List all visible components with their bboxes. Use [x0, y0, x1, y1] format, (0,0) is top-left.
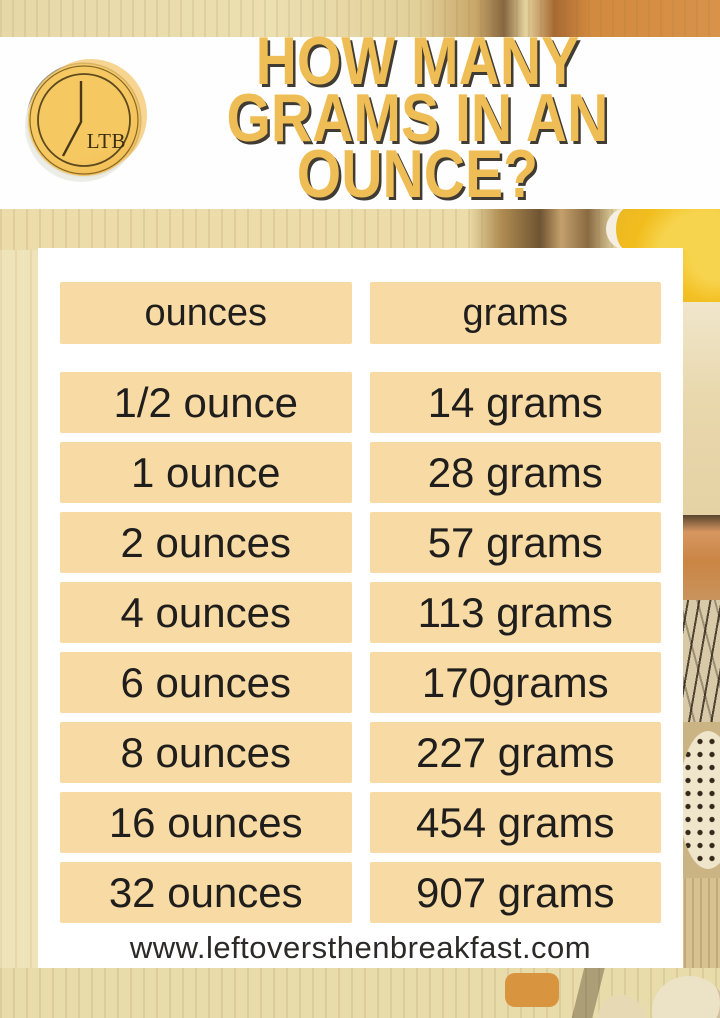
table-cell: 1 ounce	[60, 442, 352, 503]
page-title: HOW MANY GRAMS IN AN OUNCE?	[186, 23, 673, 213]
table-header: ounces grams	[60, 282, 661, 344]
conversion-card: ounces grams 1/2 ounce 14 grams 1 ounce 28 …	[38, 248, 683, 968]
table-cell: 14 grams	[369, 372, 661, 433]
logo-monogram: LTB	[86, 129, 126, 153]
honey-jar-photo	[676, 515, 720, 600]
table-row: 6 ounces 170grams	[60, 652, 661, 713]
kitchen-photo-strip	[676, 250, 720, 968]
table-cell: 6 ounces	[60, 652, 352, 713]
website-url: www.leftoversthenbreakfast.com	[129, 930, 592, 965]
wood-mid-strip	[0, 208, 720, 250]
table-cell: 1/2 ounce	[60, 372, 352, 433]
table-row: 1 ounce 28 grams	[60, 442, 661, 503]
column-header-ounces: ounces	[60, 282, 352, 344]
table-row: 1/2 ounce 14 grams	[60, 372, 661, 433]
title-line: GRAMS IN AN	[226, 79, 609, 156]
table-body: 1/2 ounce 14 grams 1 ounce 28 grams 2 ounces…	[60, 372, 661, 923]
table-row: 32 ounces 907 grams	[60, 862, 661, 923]
table-row: 2 ounces 57 grams	[60, 512, 661, 573]
wood-streaks	[468, 208, 618, 250]
table-row: 8 ounces 227 grams	[60, 722, 661, 783]
wooden-spoon-photo	[589, 987, 657, 1018]
table-cell: 32 ounces	[60, 862, 352, 923]
title-line: OUNCE?	[296, 136, 538, 213]
table-cell: 907 grams	[369, 862, 661, 923]
title-line: HOW MANY	[255, 23, 580, 100]
table-cell: 113 grams	[369, 582, 661, 643]
wooden-spoons-photo	[676, 878, 720, 968]
orange-object-photo	[505, 973, 559, 1007]
table-cell: 454 grams	[369, 792, 661, 853]
ltb-logo: LTB	[28, 64, 140, 176]
table-row: 4 ounces 113 grams	[60, 582, 661, 643]
egg-yolk-photo	[676, 250, 720, 302]
egg-yolk-photo	[606, 208, 720, 250]
table-row: 16 ounces 454 grams	[60, 792, 661, 853]
table-cell: 227 grams	[369, 722, 661, 783]
skimmer-holes	[679, 731, 720, 869]
skimmer-photo	[676, 722, 720, 878]
table-cell: 2 ounces	[60, 512, 352, 573]
column-header-grams: grams	[369, 282, 661, 344]
whisk-photo	[676, 600, 720, 722]
clock-icon	[29, 65, 139, 175]
table-cell: 57 grams	[369, 512, 661, 573]
header: LTB HOW MANY GRAMS IN AN OUNCE?	[0, 27, 720, 209]
table-cell: 8 ounces	[60, 722, 352, 783]
table-cell: 16 ounces	[60, 792, 352, 853]
wood-bottom-strip	[0, 962, 720, 1018]
wooden-spoon-photo	[652, 976, 720, 1018]
table-cell: 4 ounces	[60, 582, 352, 643]
table-cell: 170grams	[369, 652, 661, 713]
wood-top-strip	[0, 0, 720, 37]
table-cell: 28 grams	[369, 442, 661, 503]
